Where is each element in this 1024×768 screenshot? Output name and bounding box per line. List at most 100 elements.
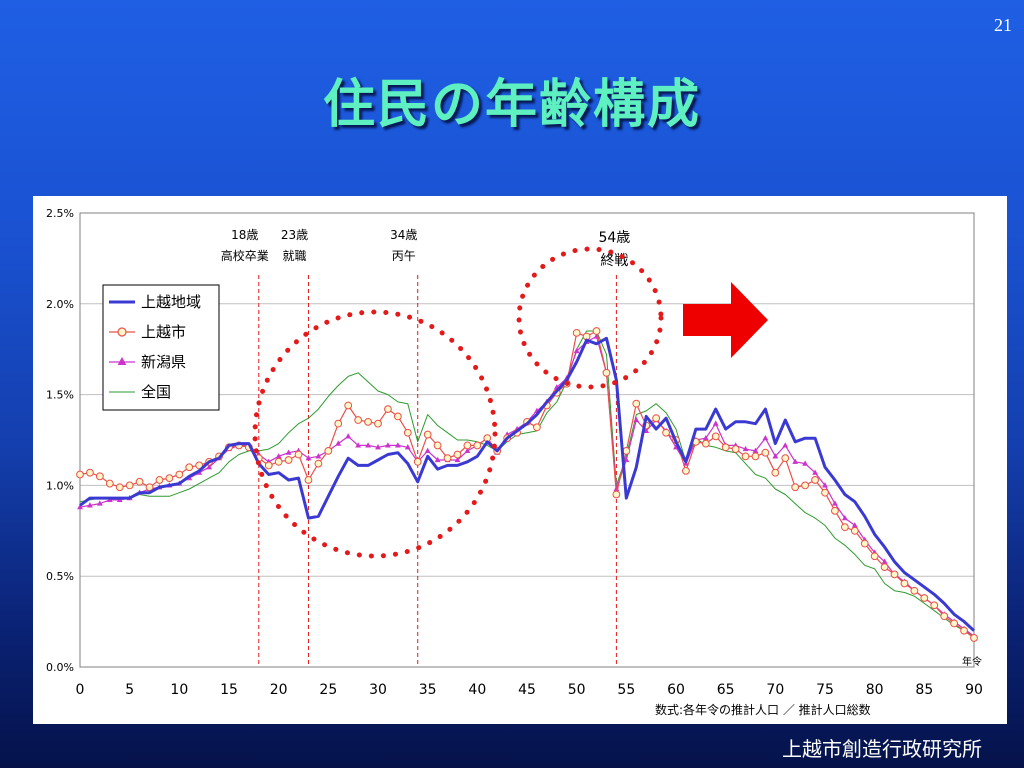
data-point — [840, 523, 849, 532]
data-point — [185, 463, 194, 472]
legend-label-joetsu-city: 上越市 — [141, 323, 186, 341]
data-point — [841, 514, 848, 521]
series-line-0 — [79, 336, 976, 632]
data-point — [632, 399, 641, 408]
data-point — [424, 447, 431, 453]
data-point — [165, 474, 174, 483]
data-point — [781, 454, 790, 463]
data-point — [125, 481, 134, 490]
x-tick-labels: 0 5 10 15 20 25 30 35 40 45 50 55 60 65 70 75 80 85 90 — [76, 682, 983, 698]
data-point — [413, 457, 422, 466]
data-point — [284, 456, 293, 464]
data-point — [652, 414, 661, 423]
x-tick-label: 60 — [667, 682, 685, 698]
data-point — [960, 626, 968, 635]
data-point — [791, 483, 800, 492]
data-point — [870, 552, 879, 561]
data-point — [682, 466, 690, 475]
data-point — [454, 456, 461, 463]
data-point — [434, 456, 441, 463]
x-tick-label: 5 — [125, 682, 134, 698]
data-point — [195, 461, 204, 470]
data-point — [345, 433, 352, 439]
data-point — [623, 456, 630, 463]
data-point — [294, 450, 303, 459]
organization-footer: 上越市創造行政研究所 — [782, 737, 982, 761]
slide-title: 住民の年齢構成 — [322, 75, 701, 135]
x-tick-label: 65 — [717, 682, 735, 698]
x-tick-label: 15 — [220, 682, 238, 698]
data-point — [305, 454, 312, 461]
legend-box — [102, 284, 220, 411]
data-point — [443, 454, 452, 463]
chart-panel: 0.0% 0.5% 1.0% 1.5% 2.0% 2.5% 0 5 10 15 20 25 30 35 4… — [33, 196, 1007, 724]
x-axis-label: 年令 — [962, 655, 982, 668]
data-point — [662, 428, 670, 437]
data-point — [404, 444, 411, 450]
data-point — [533, 423, 541, 432]
data-point — [364, 417, 372, 426]
legend-marker-joetsu-city — [117, 327, 127, 337]
data-point — [782, 442, 789, 448]
data-point — [135, 477, 144, 486]
data-point — [643, 427, 650, 434]
highlight-circle-postwar — [516, 246, 664, 390]
data-point — [105, 479, 114, 488]
data-point — [741, 452, 750, 461]
data-point — [572, 328, 581, 337]
data-point — [285, 449, 292, 455]
data-point — [731, 445, 740, 453]
data-point — [851, 522, 858, 528]
data-point — [792, 458, 799, 464]
x-tick-label: 70 — [766, 682, 784, 698]
data-point — [155, 476, 164, 484]
x-tick-label: 45 — [518, 682, 536, 698]
data-point — [175, 470, 184, 479]
data-point — [464, 447, 471, 453]
data-point — [365, 442, 371, 448]
data-point — [206, 464, 213, 470]
data-point — [385, 442, 391, 448]
data-point — [335, 440, 342, 446]
x-tick-label: 90 — [965, 682, 983, 698]
data-point — [264, 461, 273, 470]
data-point — [95, 472, 104, 481]
x-tick-label: 0 — [76, 682, 85, 698]
annotation-age-label: 34歳 — [390, 228, 417, 242]
data-point — [811, 476, 819, 484]
x-tick-label: 20 — [270, 682, 288, 698]
data-point — [701, 439, 710, 448]
data-point — [751, 452, 760, 461]
data-point — [831, 506, 839, 515]
data-point — [920, 594, 929, 602]
x-tick-label: 80 — [866, 682, 884, 698]
y-tick-label: 2.5% — [46, 207, 74, 220]
legend: 上越地域 上越市 新潟県 全国 — [102, 284, 220, 411]
right-arrow-icon — [683, 282, 768, 358]
data-point — [115, 483, 124, 492]
x-tick-label: 85 — [915, 682, 933, 698]
data-point — [77, 503, 83, 510]
x-tick-label: 30 — [369, 682, 387, 698]
annotation-age-label: 54歳 — [598, 230, 630, 246]
data-point — [860, 539, 869, 548]
data-point — [76, 470, 84, 479]
data-point — [394, 442, 401, 448]
data-point — [633, 416, 640, 423]
data-point — [930, 601, 939, 610]
data-point — [403, 428, 412, 437]
y-tick-labels: 0.0% 0.5% 1.0% 1.5% 2.0% 2.5% — [46, 207, 74, 674]
annotation-event-label: 丙午 — [392, 249, 416, 263]
annotation-age-label: 18歳 — [231, 228, 258, 242]
data-point — [721, 443, 730, 452]
formula-note: 数式:各年令の推計人口 ／ 推計人口総数 — [655, 702, 871, 717]
data-point — [712, 420, 719, 426]
data-point — [86, 468, 94, 477]
data-point — [742, 445, 749, 452]
data-point — [910, 586, 919, 595]
data-point — [761, 448, 770, 457]
data-point — [324, 446, 333, 455]
data-point — [433, 441, 442, 450]
data-point — [940, 612, 949, 621]
data-point — [801, 481, 810, 490]
